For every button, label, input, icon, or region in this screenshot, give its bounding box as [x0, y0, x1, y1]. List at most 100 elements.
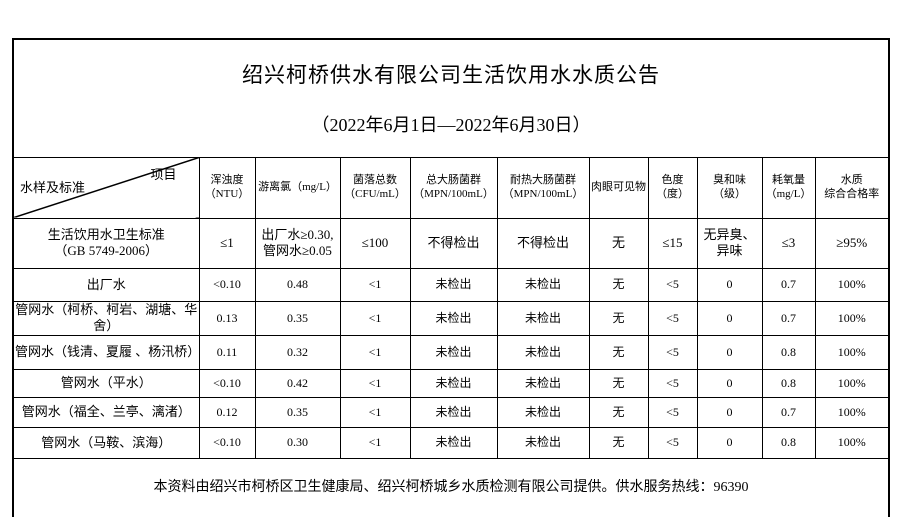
- page-title: 绍兴柯桥供水有限公司生活饮用水水质公告: [242, 63, 661, 87]
- cell-value: 100%: [814, 396, 890, 428]
- cell-value: 100%: [814, 300, 890, 336]
- page-subtitle: （2022年6月1日—2022年6月30日）: [311, 115, 591, 136]
- cell-value: 0.35: [254, 300, 341, 336]
- table-row-pipe-network-keqiao: 管网水（柯桥、柯岩、湖塘、华舍） 0.13 0.35 <1 未检出 未检出 无 …: [12, 300, 890, 336]
- cell-value: 无: [588, 334, 649, 370]
- cell-value: 0.32: [254, 334, 341, 370]
- column-header-odor-taste: 臭和味 （级）: [696, 156, 763, 219]
- cell-value: 无: [588, 300, 649, 336]
- table-row-finished-water: 出厂水 <0.10 0.48 <1 未检出 未检出 无 <5 0 0.7 100…: [12, 267, 890, 302]
- row-label: 管网水（福全、兰亭、漓渚）: [12, 396, 200, 428]
- table-row-pipe-network-fuquan: 管网水（福全、兰亭、漓渚） 0.12 0.35 <1 未检出 未检出 无 <5 …: [12, 396, 890, 428]
- cell-value: <5: [647, 426, 698, 459]
- cell-value: 0.42: [254, 368, 341, 398]
- cell-value: 0.13: [198, 300, 256, 336]
- cell-value: 未检出: [496, 267, 590, 302]
- cell-value: 未检出: [496, 300, 590, 336]
- cell-value: 0.35: [254, 396, 341, 428]
- cell-value: <1: [339, 267, 411, 302]
- cell-value: 0.8: [761, 334, 816, 370]
- footer-block: 本资料由绍兴市柯桥区卫生健康局、绍兴柯桥城乡水质检测有限公司提供。供水服务热线：…: [12, 457, 890, 517]
- table-row-standard: 生活饮用水卫生标准 （GB 5749-2006） ≤1 出厂水≥0.30, 管网…: [12, 217, 890, 269]
- cell-value: 0.12: [198, 396, 256, 428]
- row-label: 管网水（马鞍、滨海）: [12, 426, 200, 459]
- cell-value: 0.8: [761, 368, 816, 398]
- cell-value: 未检出: [496, 426, 590, 459]
- water-quality-table: 绍兴柯桥供水有限公司生活饮用水水质公告 （2022年6月1日—2022年6月30…: [12, 38, 891, 517]
- column-header-pass-rate: 水质 综合合格率: [814, 156, 890, 219]
- cell-value: 0.8: [761, 426, 816, 459]
- column-header-oxygen-consumption: 耗氧量 （mg/L）: [761, 156, 816, 219]
- row-label-standard: 生活饮用水卫生标准 （GB 5749-2006）: [12, 217, 200, 269]
- cell-value: 无: [588, 426, 649, 459]
- table-header-row: 项目 水样及标准 浑浊度 （NTU） 游离氯（mg/L） 菌落总数 （CFU/m…: [12, 156, 890, 219]
- cell-value: 未检出: [496, 334, 590, 370]
- cell-value: 0.7: [761, 267, 816, 302]
- cell-value: 0: [696, 300, 763, 336]
- cell-value: <5: [647, 396, 698, 428]
- table-row-pipe-network-maan: 管网水（马鞍、滨海） <0.10 0.30 <1 未检出 未检出 无 <5 0 …: [12, 426, 890, 459]
- cell-value: 无异臭、 异味: [696, 217, 763, 269]
- cell-value: <5: [647, 267, 698, 302]
- cell-value: 无: [588, 267, 649, 302]
- cell-value: <1: [339, 300, 411, 336]
- cell-value: ≤100: [339, 217, 411, 269]
- cell-value: 未检出: [496, 396, 590, 428]
- cell-value: <0.10: [198, 426, 256, 459]
- cell-value: 100%: [814, 426, 890, 459]
- footer-note: 本资料由绍兴市柯桥区卫生健康局、绍兴柯桥城乡水质检测有限公司提供。供水服务热线：…: [153, 479, 749, 495]
- cell-value: 不得检出: [496, 217, 590, 269]
- row-label: 管网水（钱清、夏履 、杨汛桥）: [12, 334, 200, 370]
- corner-label-sample: 水样及标准: [20, 179, 86, 195]
- cell-value: 出厂水≥0.30, 管网水≥0.05: [254, 217, 341, 269]
- cell-value: <0.10: [198, 368, 256, 398]
- column-header-free-chlorine: 游离氯（mg/L）: [254, 156, 341, 219]
- cell-value: 未检出: [496, 368, 590, 398]
- column-header-total-coliform: 总大肠菌群 （MPN/100mL）: [409, 156, 498, 219]
- cell-value: 0: [696, 267, 763, 302]
- table-row-pipe-network-qianqing: 管网水（钱清、夏履 、杨汛桥） 0.11 0.32 <1 未检出 未检出 无 <…: [12, 334, 890, 370]
- cell-value: 未检出: [409, 426, 498, 459]
- cell-value: <0.10: [198, 267, 256, 302]
- table-row-pipe-network-pingshui: 管网水（平水） <0.10 0.42 <1 未检出 未检出 无 <5 0 0.8…: [12, 368, 890, 398]
- cell-value: <5: [647, 368, 698, 398]
- cell-value: ≥95%: [814, 217, 890, 269]
- column-header-turbidity: 浑浊度 （NTU）: [198, 156, 256, 219]
- row-label: 管网水（柯桥、柯岩、湖塘、华舍）: [12, 300, 200, 336]
- cell-value: 0: [696, 334, 763, 370]
- cell-value: 未检出: [409, 396, 498, 428]
- cell-value: ≤1: [198, 217, 256, 269]
- cell-value: 100%: [814, 368, 890, 398]
- cell-value: 0.7: [761, 300, 816, 336]
- cell-value: 100%: [814, 334, 890, 370]
- cell-value: 0: [696, 396, 763, 428]
- row-label: 管网水（平水）: [12, 368, 200, 398]
- cell-value: <1: [339, 334, 411, 370]
- cell-value: <1: [339, 426, 411, 459]
- corner-header-cell: 项目 水样及标准: [12, 156, 200, 219]
- row-label: 出厂水: [12, 267, 200, 302]
- column-header-thermotolerant-coliform: 耐热大肠菌群 （MPN/100mL）: [496, 156, 590, 219]
- cell-value: 未检出: [409, 368, 498, 398]
- cell-value: 0.30: [254, 426, 341, 459]
- cell-value: 不得检出: [409, 217, 498, 269]
- cell-value: <1: [339, 368, 411, 398]
- cell-value: 无: [588, 368, 649, 398]
- cell-value: 0.7: [761, 396, 816, 428]
- cell-value: 无: [588, 217, 649, 269]
- cell-value: 无: [588, 396, 649, 428]
- cell-value: 100%: [814, 267, 890, 302]
- cell-value: 未检出: [409, 334, 498, 370]
- cell-value: ≤15: [647, 217, 698, 269]
- corner-label-item: 项目: [150, 166, 177, 182]
- cell-value: 0.11: [198, 334, 256, 370]
- title-block: 绍兴柯桥供水有限公司生活饮用水水质公告 （2022年6月1日—2022年6月30…: [12, 38, 890, 158]
- cell-value: 未检出: [409, 267, 498, 302]
- cell-value: 0.48: [254, 267, 341, 302]
- cell-value: ≤3: [761, 217, 816, 269]
- column-header-chroma: 色度 （度）: [647, 156, 698, 219]
- cell-value: <5: [647, 300, 698, 336]
- column-header-visible-matter: 肉眼可见物: [588, 156, 649, 219]
- cell-value: <1: [339, 396, 411, 428]
